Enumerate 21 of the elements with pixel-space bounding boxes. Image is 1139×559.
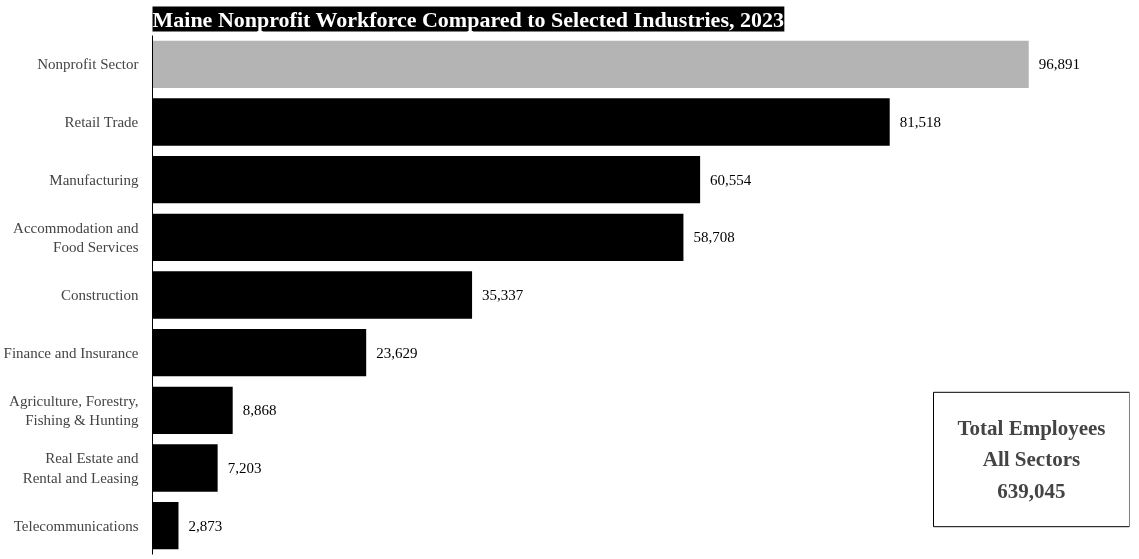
- chart-title: Maine Nonprofit Workforce Compared to Selected Industries, 2023: [152, 6, 784, 32]
- bar: [152, 40, 1029, 88]
- data-label: 60,554: [710, 171, 752, 188]
- data-label: 58,708: [693, 229, 735, 246]
- y-tick-label: Telecommunications: [13, 517, 139, 534]
- y-tick-label: Retail Trade: [64, 114, 139, 130]
- data-label: 23,629: [376, 344, 418, 361]
- y-tick-label: Nonprofit Sector: [37, 56, 139, 73]
- y-tick-label: Real Estate and Rental and Leasing: [22, 450, 139, 486]
- data-label: 7,203: [227, 460, 262, 476]
- data-label: 2,873: [188, 517, 223, 534]
- y-tick-label: Agriculture, Forestry, Fishing & Hunting: [9, 392, 139, 428]
- y-tick-label: Accommodation and Food Services: [13, 219, 139, 255]
- data-label: 8,868: [242, 402, 277, 419]
- data-label: 96,891: [1038, 56, 1080, 73]
- y-tick-label: Construction: [61, 287, 139, 303]
- data-label: 81,518: [899, 114, 941, 130]
- data-label: 35,337: [482, 287, 524, 303]
- y-tick-label: Finance and Insurance: [3, 344, 139, 361]
- y-tick-label: Manufacturing: [49, 171, 139, 188]
- annotation: Total Employees All Sectors 639,045: [957, 416, 1106, 503]
